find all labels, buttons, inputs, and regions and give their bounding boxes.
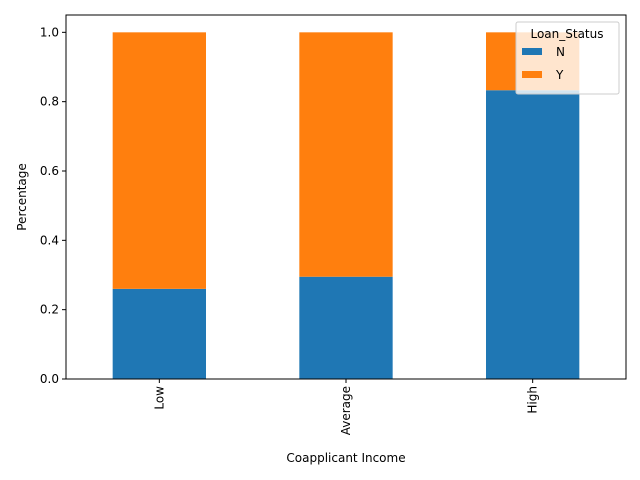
bar-average-n	[299, 276, 393, 379]
x-tick-label: Average	[339, 386, 353, 435]
legend-swatch-n	[522, 48, 542, 55]
y-tick-label: 0.2	[40, 303, 59, 317]
bar-low-n	[112, 288, 206, 379]
x-axis: Low Average High	[152, 379, 540, 435]
bar-high-n	[486, 90, 580, 379]
legend-swatch-y	[522, 71, 542, 78]
legend-label-n: N	[556, 45, 565, 59]
y-tick-label: 0.6	[40, 164, 59, 178]
y-tick-label: 0.8	[40, 95, 59, 109]
y-axis-label: Percentage	[15, 163, 29, 231]
y-axis: 0.0 0.2 0.4 0.6 0.8 1.0	[40, 25, 66, 386]
y-tick-label: 0.4	[40, 233, 59, 247]
legend: Loan_Status N Y	[515, 21, 620, 95]
y-tick-label: 1.0	[40, 25, 59, 39]
x-axis-label: Coapplicant Income	[286, 451, 405, 465]
bar-average-y	[299, 32, 393, 277]
y-tick-label: 0.0	[40, 372, 59, 386]
bar-layer	[112, 32, 580, 379]
x-tick-label: High	[526, 386, 540, 414]
legend-title: Loan_Status	[530, 27, 603, 41]
legend-label-y: Y	[555, 68, 564, 82]
x-tick-label: Low	[152, 386, 166, 410]
bar-low-y	[112, 32, 206, 289]
